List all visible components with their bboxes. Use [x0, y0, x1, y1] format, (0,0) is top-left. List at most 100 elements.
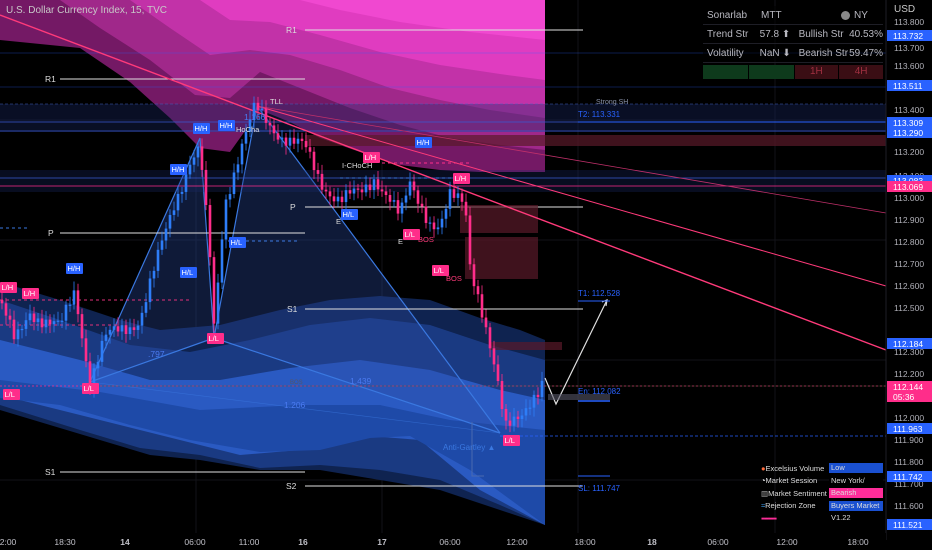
candle-body: [256, 102, 260, 111]
swing-badge: [403, 229, 420, 240]
time-tick-label: 18:30: [54, 537, 76, 547]
price-tick-label: 113.200: [894, 147, 924, 157]
candle-body: [496, 364, 500, 382]
candle-body: [500, 381, 504, 410]
timeframe-cell: [748, 65, 794, 79]
candle-body: [468, 215, 472, 265]
time-tick-label: 06:00: [707, 537, 729, 547]
candle-body: [148, 278, 152, 303]
candle-body: [304, 141, 308, 148]
pivot-r1-label: R1: [45, 74, 56, 84]
candle-body: [328, 191, 332, 197]
harmonic-pattern: [89, 104, 501, 434]
candle-body: [388, 195, 392, 202]
candlesticks: [0, 96, 544, 433]
bos-label: BOS: [446, 274, 462, 283]
candle-body: [428, 222, 432, 224]
info-cell: Bearish Str: [798, 47, 849, 59]
candle-body: [384, 191, 388, 196]
candle-body: [112, 326, 116, 330]
candle-body: [128, 327, 132, 335]
candle-body: [456, 193, 460, 198]
swing-badge: [3, 389, 20, 400]
trend-lines: [0, 14, 887, 387]
candle-body: [412, 181, 416, 191]
timeframe-cell: [703, 65, 748, 79]
price-tick-label: 111.800: [894, 457, 924, 467]
pivot-p-label: P: [48, 228, 54, 238]
eq-label: E: [336, 217, 341, 226]
pivot-p-label: P: [290, 202, 296, 212]
swing-badge: [66, 263, 83, 274]
pink-resistance-cloud: [0, 0, 545, 172]
candle-body: [312, 151, 316, 171]
candle-body: [96, 361, 100, 369]
pivot-s1-label: S1: [45, 467, 56, 477]
candle-body: [8, 315, 12, 320]
candle-body: [200, 146, 204, 170]
candle-body: [292, 137, 296, 144]
candle-body: [264, 108, 268, 123]
candle-body: [184, 174, 188, 192]
candle-body: [348, 190, 352, 194]
time-tick-label: 16: [298, 537, 308, 547]
price-tick-label: 112.800: [894, 237, 924, 247]
candle-body: [280, 137, 284, 140]
price-badge: [887, 80, 932, 91]
info-cell: 57.8 ⬆: [759, 28, 791, 40]
candle-body: [100, 340, 104, 362]
candle-body: [440, 218, 444, 228]
price-badge: [887, 471, 932, 482]
time-tick-label: 12:00: [776, 537, 798, 547]
info-cell: Volatility: [707, 47, 744, 59]
info-cell: NY: [854, 9, 868, 21]
pivot-s2-label: S2: [286, 481, 297, 491]
price-badge: [887, 381, 932, 392]
fib-label: .797: [148, 349, 165, 359]
candle-body: [404, 195, 408, 203]
price-tick-label: 113.600: [894, 61, 924, 71]
candle-body: [16, 329, 20, 340]
candle-body: [20, 328, 24, 331]
pattern-label: Anti-Gartley ▲: [443, 443, 495, 452]
candle-body: [324, 189, 328, 192]
swing-badge-label: L/L: [405, 230, 415, 239]
candle-body: [248, 119, 252, 132]
time-tick-label: 06:00: [184, 537, 206, 547]
swing-badge: [503, 435, 520, 446]
candle-body: [444, 208, 448, 219]
price-badge-label: 111.742: [893, 472, 923, 482]
trade-projection: [471, 121, 886, 477]
price-tick-label: 112.600: [894, 281, 924, 291]
time-tick-label: 11:00: [239, 537, 260, 547]
candle-body: [512, 416, 516, 426]
candle-body: [520, 415, 524, 419]
currency-label: USD: [894, 4, 916, 15]
swing-badge-label: L/H: [24, 289, 36, 298]
candle-body: [380, 189, 384, 192]
sonarlab-info-table: Sonarlab MTT NY Trend Str 57.8 ⬆ Bullish…: [703, 6, 883, 81]
clock-icon: ◔: [761, 476, 766, 486]
time-tick-label: 06:00: [439, 537, 461, 547]
info-cell: Sonarlab: [707, 9, 748, 21]
pivot-levels: [60, 29, 583, 487]
price-badge: [887, 127, 932, 138]
candle-body: [164, 228, 168, 241]
price-tick-label: 113.400: [894, 105, 924, 115]
swing-badge: [193, 123, 210, 134]
bos-label: BOS: [290, 380, 303, 386]
entry-label: En: 112.082: [578, 387, 621, 396]
session-label: ▪▪▪▪▪▪▪▪▪: [761, 513, 777, 523]
swing-badge: [207, 333, 224, 344]
info-cell: MTT: [761, 9, 782, 21]
swing-badge-label: L/L: [84, 384, 94, 393]
candle-body: [24, 320, 28, 329]
session-row: ≈Rejection Zone Buyers Market: [761, 500, 883, 513]
candle-body: [180, 191, 184, 194]
swing-badges: H/H H/H H/H H/H L/H L/H H/L H/L H/L L/L L/L L/L L/L L…: [0, 120, 520, 446]
price-tick-label: 113.700: [894, 43, 924, 53]
swing-badge-label: L/L: [209, 334, 219, 343]
stop-loss-label: SL: 111.747: [578, 484, 621, 493]
